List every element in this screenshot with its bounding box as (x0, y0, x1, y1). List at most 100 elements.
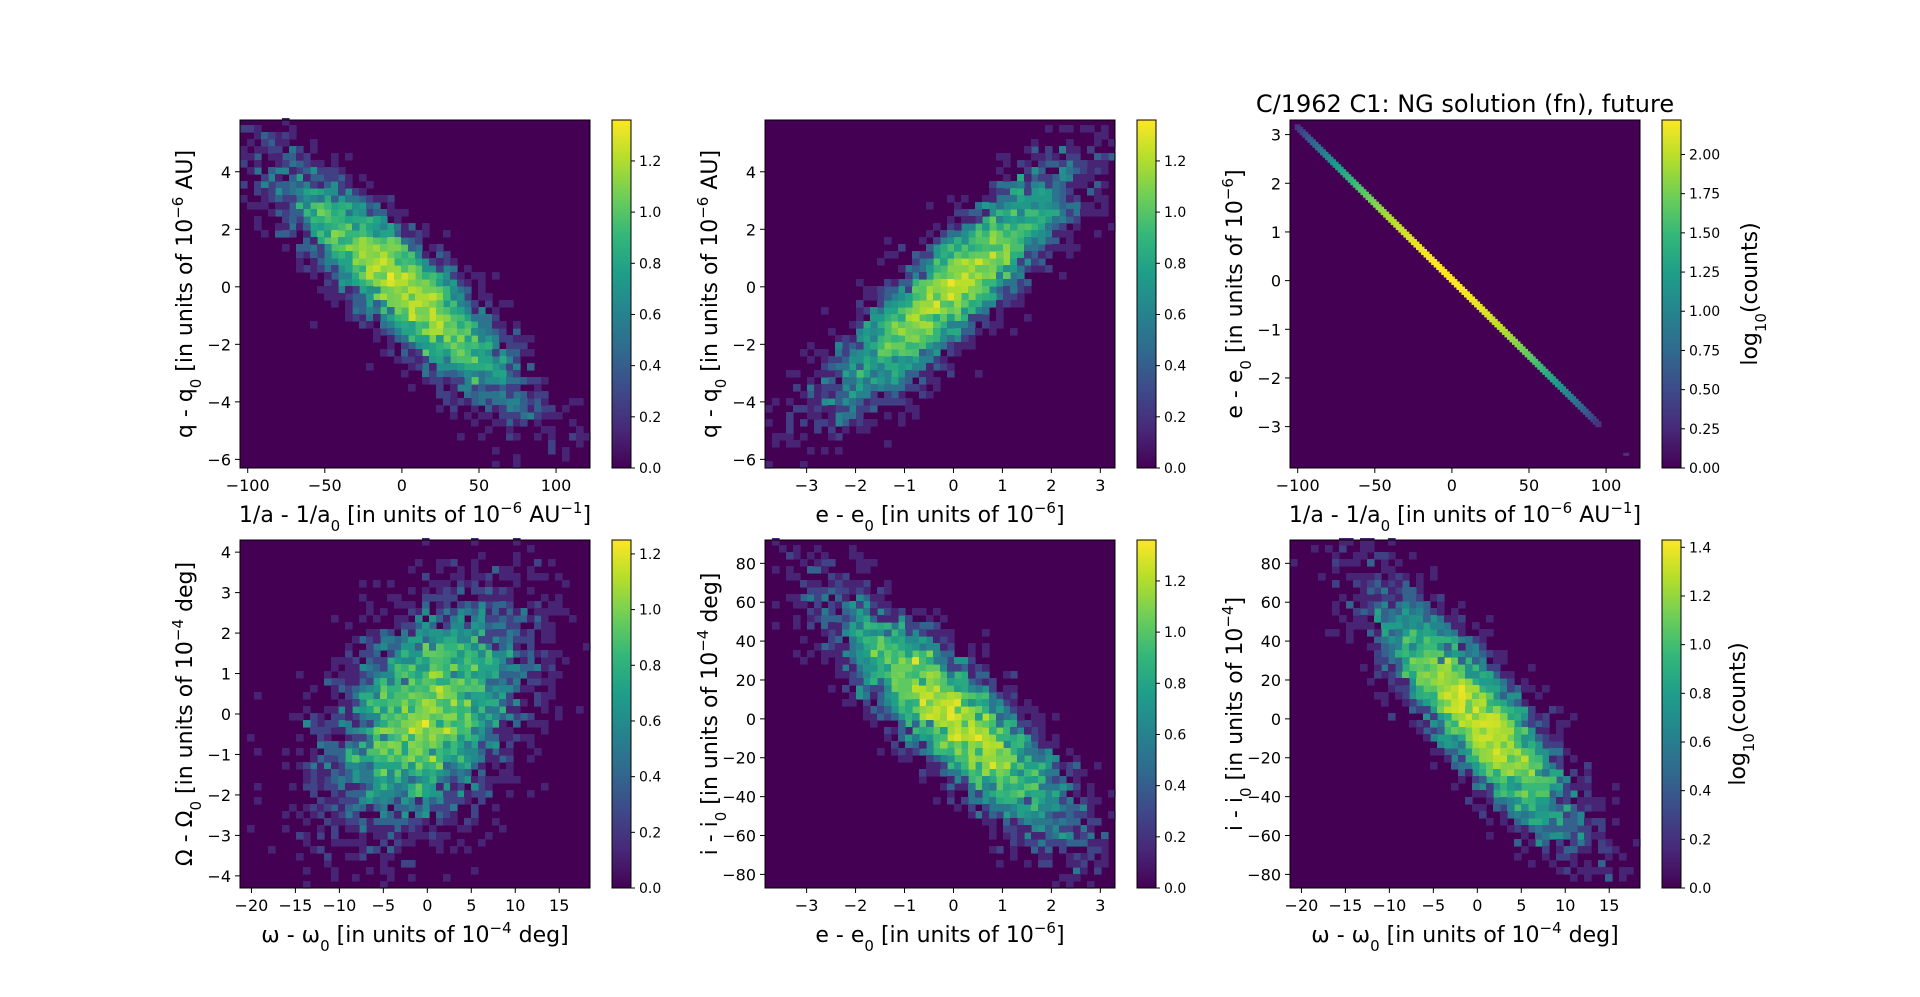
hexbin-cell (359, 741, 367, 749)
hexbin-cell (471, 776, 479, 784)
hexbin-cell (912, 314, 920, 322)
hexbin-cell (1479, 671, 1487, 679)
hexbin-cell (359, 762, 367, 770)
hexbin-cell (996, 748, 1004, 756)
hexbin-cell (345, 769, 353, 777)
hexbin-cell (576, 440, 584, 448)
hexbin-cell (1465, 762, 1473, 770)
hexbin-cell (1374, 636, 1382, 644)
hexbin-cell (1444, 650, 1452, 658)
hexbin-cell (1017, 720, 1025, 728)
hexbin-cell (961, 286, 969, 294)
hexbin-cell (1430, 643, 1438, 651)
hexbin-cell (373, 713, 381, 721)
hexbin-cell (933, 237, 941, 245)
hexbin-cell (1472, 783, 1480, 791)
hexbin-cell (436, 566, 444, 574)
hexbin-cell (954, 328, 962, 336)
hexbin-cell (513, 622, 521, 630)
hexbin-cell (947, 237, 955, 245)
hexbin-cell (1094, 860, 1102, 868)
hexbin-cell (954, 762, 962, 770)
hexbin-cell (1094, 762, 1102, 770)
hexbin-cell (289, 132, 297, 140)
hexbin-cell (814, 615, 822, 623)
hexbin-cell (366, 258, 374, 266)
hexbin-cell (310, 139, 318, 147)
hexbin-cell (436, 755, 444, 763)
hexbin-cell (324, 181, 332, 189)
hexbin-cell (975, 692, 983, 700)
hexbin-cell (968, 223, 976, 231)
hexbin-cell (1430, 573, 1438, 581)
hexbin-cell (450, 650, 458, 658)
hexbin-cell (1535, 727, 1543, 735)
hexbin-cell (954, 664, 962, 672)
hexbin-cell (1003, 692, 1011, 700)
hexbin-cell (415, 650, 423, 658)
hexbin-cell (471, 664, 479, 672)
hexbin-cell (345, 699, 353, 707)
hexbin-cell (1332, 629, 1340, 637)
hexbin-cell (331, 153, 339, 161)
hexbin-cell (443, 741, 451, 749)
hexbin-cell (842, 580, 850, 588)
hexbin-cell (835, 615, 843, 623)
hexbin-cell (1437, 741, 1445, 749)
hexbin-cell (828, 601, 836, 609)
hexbin-cell (506, 335, 514, 343)
hexbin-cell (926, 657, 934, 665)
hexbin-cell (1542, 811, 1550, 819)
hexbin-cell (1430, 615, 1438, 623)
hexbin-cell (310, 727, 318, 735)
hexbin-cell (863, 678, 871, 686)
hexbin-cell (499, 713, 507, 721)
hexbin-cell (996, 783, 1004, 791)
hexbin-cell (247, 139, 255, 147)
hexbin-cell (954, 209, 962, 217)
hexbin-cell (338, 195, 346, 203)
hexbin-cell (1451, 643, 1459, 651)
hexbin-cell (527, 629, 535, 637)
hexbin-cell (1493, 734, 1501, 742)
hexbin-cell (1423, 636, 1431, 644)
hexbin-cell (401, 783, 409, 791)
hexbin-cell (1423, 685, 1431, 693)
hexbin-cell (408, 657, 416, 665)
hexbin-cell (1353, 622, 1361, 630)
hexbin-cell (1423, 720, 1431, 728)
hexbin-cell (1024, 832, 1032, 840)
hexbin-cell (1059, 846, 1067, 854)
hexbin-cell (1409, 629, 1417, 637)
hexbin-cell (345, 272, 353, 280)
hexbin-cell (1339, 538, 1347, 546)
hexbin-cell (1346, 601, 1354, 609)
hexbin-cell (485, 300, 493, 308)
hexbin-cell (541, 706, 549, 714)
hexbin-cell (506, 300, 514, 308)
hexbin-cell (926, 734, 934, 742)
hexbin-cell (513, 552, 521, 560)
hexbin-cell (856, 650, 864, 658)
hexbin-cell (534, 573, 542, 581)
hexbin-cell (345, 706, 353, 714)
hexbin-cell (492, 622, 500, 630)
hexbin-cell (457, 293, 465, 301)
hexbin-cell (1549, 748, 1557, 756)
hexbin-cell (1003, 685, 1011, 693)
hexbin-cell (310, 846, 318, 854)
hexbin-cell (506, 755, 514, 763)
hexbin-cell (380, 839, 388, 847)
hexbin-cell (534, 748, 542, 756)
hexbin-cell (1066, 811, 1074, 819)
hexbin-cell (800, 433, 808, 441)
hexbin-cell (513, 412, 521, 420)
hexbin-cell (1584, 804, 1592, 812)
hexbin-cell (968, 664, 976, 672)
hexbin-cell (1059, 804, 1067, 812)
x-tick-label: 2 (1046, 476, 1056, 495)
hexbin-cell (940, 342, 948, 350)
hexbin-cell (394, 762, 402, 770)
hexbin-cell (884, 615, 892, 623)
hexbin-cell (1521, 762, 1529, 770)
